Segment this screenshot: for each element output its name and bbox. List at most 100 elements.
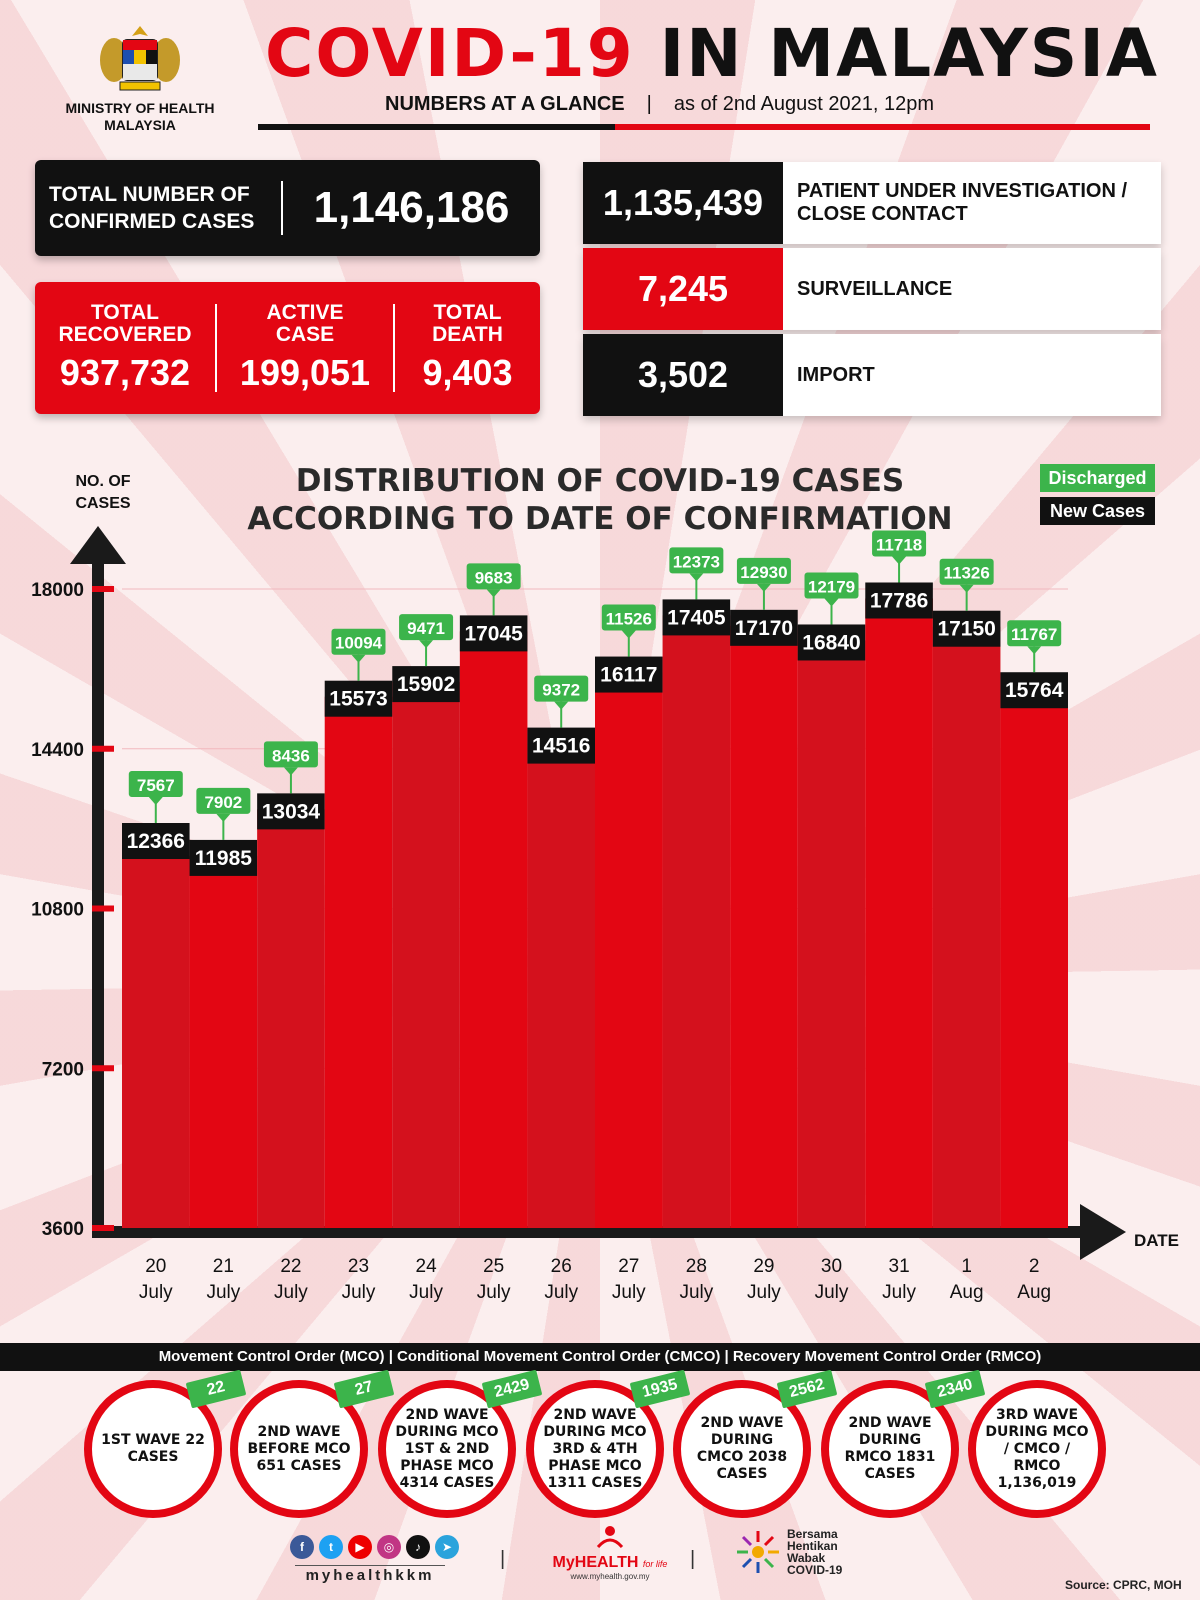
discharged-label: 8436	[272, 746, 310, 765]
category-row-pui: 1,135,439 PATIENT UNDER INVESTIGATION / …	[583, 162, 1161, 244]
sunburst-icon	[737, 1531, 779, 1573]
y-axis-label: CASES	[75, 495, 130, 512]
discharged-label-box	[669, 547, 724, 574]
myhealth-url: www.myhealth.gov.my	[570, 1572, 650, 1581]
new-case-label: 15573	[329, 688, 387, 711]
new-case-label: 16117	[600, 664, 657, 687]
x-tick-label: 28	[686, 1256, 707, 1277]
wave-circle: 2ND WAVE DURING MCO 3RD & 4TH PHASE MCO …	[526, 1380, 664, 1518]
subtitle-line: NUMBERS AT A GLANCE | as of 2nd August 202…	[385, 93, 934, 116]
y-tick-label: 3600	[42, 1219, 84, 1240]
discharged-label: 11326	[943, 564, 989, 583]
new-case-label: 17170	[735, 617, 793, 640]
y-tick-label: 7200	[42, 1059, 84, 1080]
footer-divider: |	[500, 1548, 506, 1570]
y-tick	[92, 905, 114, 912]
legend-new-cases: New Cases	[1040, 497, 1155, 525]
x-tick-label: July	[206, 1282, 240, 1303]
discharged-label-box	[263, 741, 318, 768]
discharged-pointer	[148, 797, 163, 806]
discharged-label: 12930	[740, 563, 787, 582]
x-tick-label: 26	[551, 1256, 572, 1277]
outcome-box: TOTAL RECOVERED 937,732 ACTIVE CASE 199,…	[35, 282, 540, 414]
category-value: 3,502	[583, 334, 783, 416]
discharged-label-box	[466, 563, 521, 590]
wave-circle: 3RD WAVE DURING MCO / CMCO / RMCO 1,136,…	[968, 1380, 1106, 1518]
x-tick-label: Aug	[950, 1282, 984, 1303]
bar	[865, 598, 933, 1228]
discharged-label: 11526	[606, 610, 652, 629]
bar	[730, 625, 798, 1228]
x-tick-label: 22	[280, 1256, 301, 1277]
x-tick-label: 25	[483, 1256, 504, 1277]
discharged-label: 11718	[876, 535, 922, 554]
discharged-label: 11767	[1011, 625, 1057, 644]
category-row-import: 3,502 IMPORT	[583, 334, 1161, 416]
coat-of-arms-icon	[100, 26, 180, 91]
bar	[1000, 688, 1068, 1228]
new-case-label-box	[797, 624, 866, 661]
death-value: 9,403	[422, 352, 513, 393]
discharged-label: 10094	[335, 634, 383, 653]
discharged-pointer	[959, 584, 974, 593]
discharged-label: 9372	[542, 681, 580, 700]
x-tick-label: 2	[1029, 1256, 1040, 1277]
discharged-label-box	[331, 628, 386, 655]
main-title: COVID-19 IN MALAYSIA	[265, 16, 1157, 92]
category-value: 1,135,439	[583, 162, 783, 244]
discharged-label: 9471	[407, 619, 445, 638]
x-tick-label: July	[477, 1282, 511, 1303]
discharged-pointer	[756, 583, 771, 592]
youtube-icon[interactable]: ▶	[348, 1535, 372, 1559]
recovered-label: TOTAL RECOVERED	[58, 301, 192, 346]
instagram-icon[interactable]: ◎	[377, 1535, 401, 1559]
y-axis	[92, 558, 104, 1238]
x-tick-label: July	[815, 1282, 849, 1303]
new-case-label-box	[527, 727, 595, 764]
x-tick-label: 20	[145, 1256, 166, 1277]
confirmed-cases-box: TOTAL NUMBER OF CONFIRMED CASES 1,146,18…	[35, 160, 540, 256]
discharged-label-box	[601, 604, 656, 631]
legend-discharged: Discharged	[1040, 464, 1155, 492]
category-row-surveillance: 7,245 SURVEILLANCE	[583, 248, 1161, 330]
new-case-label-box	[1000, 672, 1068, 709]
new-case-label-box	[865, 582, 933, 619]
bar	[324, 696, 393, 1228]
bar	[595, 672, 663, 1228]
active-cell: ACTIVE CASE 199,051	[217, 282, 393, 414]
title-malaysia: IN MALAYSIA	[659, 15, 1159, 92]
x-tick-label: July	[544, 1282, 578, 1303]
bersama-line: COVID-19	[787, 1563, 843, 1577]
new-case-label-box	[595, 656, 663, 693]
x-tick-label: July	[612, 1282, 646, 1303]
new-case-label: 17045	[464, 622, 523, 645]
new-case-label-box	[324, 680, 393, 717]
y-tick	[92, 1065, 114, 1072]
x-tick-label: 21	[213, 1256, 234, 1277]
discharged-label-box	[196, 787, 251, 814]
new-case-label: 17405	[667, 606, 726, 629]
y-tick	[92, 1225, 114, 1231]
discharged-pointer	[486, 589, 501, 598]
y-tick	[92, 586, 114, 592]
new-case-label-box	[932, 610, 1001, 647]
x-tick-label: Aug	[1017, 1282, 1051, 1303]
social-handle: myhealthkkm	[295, 1565, 445, 1584]
tiktok-icon[interactable]: ♪	[406, 1535, 430, 1559]
bar	[122, 839, 190, 1228]
confirmed-value: 1,146,186	[313, 183, 510, 232]
x-tick-label: 24	[416, 1256, 438, 1277]
new-case-label-box	[122, 823, 190, 860]
confirmed-label: TOTAL NUMBER OF CONFIRMED CASES	[35, 181, 283, 235]
x-tick-label: July	[274, 1282, 308, 1303]
wave-circle: 2ND WAVE BEFORE MCO 651 CASES	[230, 1380, 368, 1518]
facebook-icon[interactable]: f	[290, 1535, 314, 1559]
twitter-icon[interactable]: t	[319, 1535, 343, 1559]
discharged-pointer	[621, 630, 636, 639]
discharged-label: 7902	[204, 793, 242, 812]
telegram-icon[interactable]: ➤	[435, 1535, 459, 1559]
bersama-line: Hentikan	[787, 1539, 838, 1553]
chart-title: DISTRIBUTION OF COVID-19 CASES ACCORDING…	[247, 463, 953, 537]
y-axis-arrow	[70, 526, 126, 564]
